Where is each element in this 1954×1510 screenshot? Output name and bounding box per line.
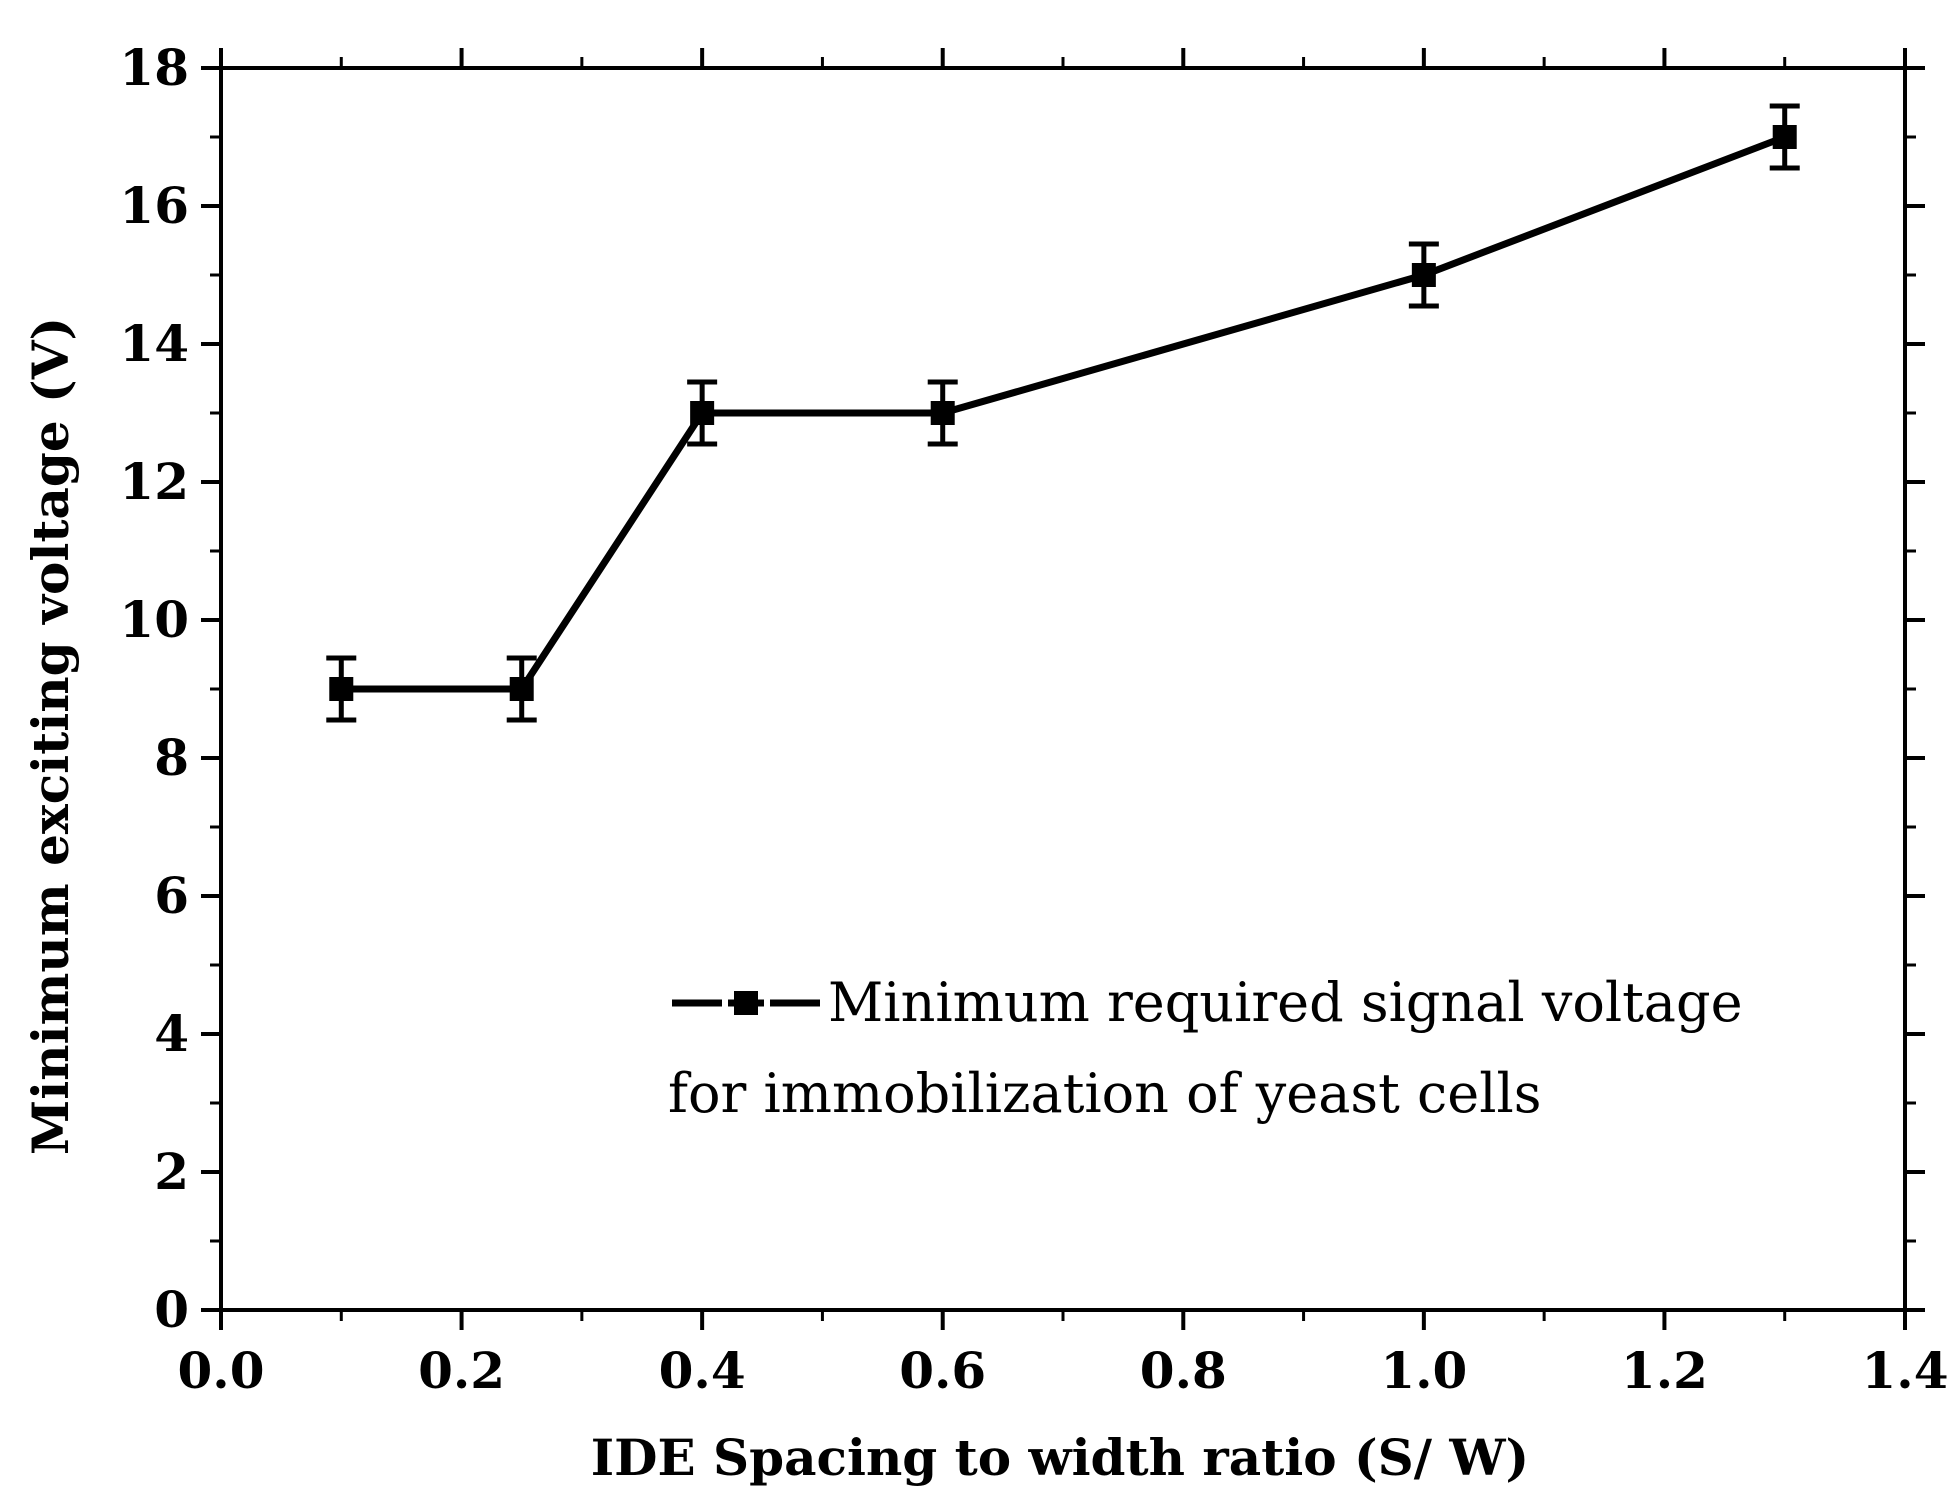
y-tick-label: 2: [154, 1142, 189, 1201]
series-line: [341, 133, 1786, 693]
data-point: [690, 401, 715, 425]
data-series: [326, 103, 1800, 723]
x-tick-label: 1.2: [1621, 1341, 1708, 1400]
x-tick-label: 1.4: [1862, 1341, 1949, 1400]
y-tick-label: 14: [119, 314, 189, 373]
x-axis-title: IDE Spacing to width ratio (S/ W): [591, 1428, 1529, 1487]
y-tick-label: 4: [154, 1004, 189, 1063]
legend: Minimum required signal voltage for immob…: [668, 971, 1743, 1125]
legend-marker: [734, 991, 758, 1015]
legend-gap-left: [722, 997, 728, 1009]
x-tick-label: 0.0: [178, 1341, 265, 1400]
data-point: [930, 401, 955, 425]
data-point: [1772, 125, 1797, 149]
data-point: [1411, 263, 1436, 287]
y-tick-label: 10: [119, 590, 189, 649]
legend-label-line-2: for immobilization of yeast cells: [668, 1062, 1541, 1125]
axis-tick-labels: 0.0 0.2 0.4 0.6 0.8 1.0 1.2 1.4 0 2 4 6 8 10 12 14 16 18: [119, 38, 1948, 1400]
x-tick-label: 0.6: [899, 1341, 986, 1400]
x-tick-label: 0.8: [1140, 1341, 1227, 1400]
x-tick-label: 1.0: [1380, 1341, 1467, 1400]
axis-ticks: [201, 48, 1925, 1330]
y-tick-label: 12: [119, 452, 189, 511]
y-tick-label: 16: [119, 176, 189, 235]
y-tick-label: 0: [154, 1280, 189, 1339]
x-tick-label: 0.2: [418, 1341, 505, 1400]
legend-gap-right: [764, 997, 770, 1009]
legend-label-line-1: Minimum required signal voltage: [828, 971, 1743, 1034]
y-tick-label: 8: [154, 728, 189, 787]
data-point: [329, 677, 354, 701]
y-tick-label: 18: [119, 38, 189, 97]
y-tick-label: 6: [154, 866, 189, 925]
x-tick-label: 0.4: [659, 1341, 746, 1400]
y-axis-title: Minimum exciting voltage (V): [21, 317, 80, 1155]
data-point: [509, 677, 534, 701]
